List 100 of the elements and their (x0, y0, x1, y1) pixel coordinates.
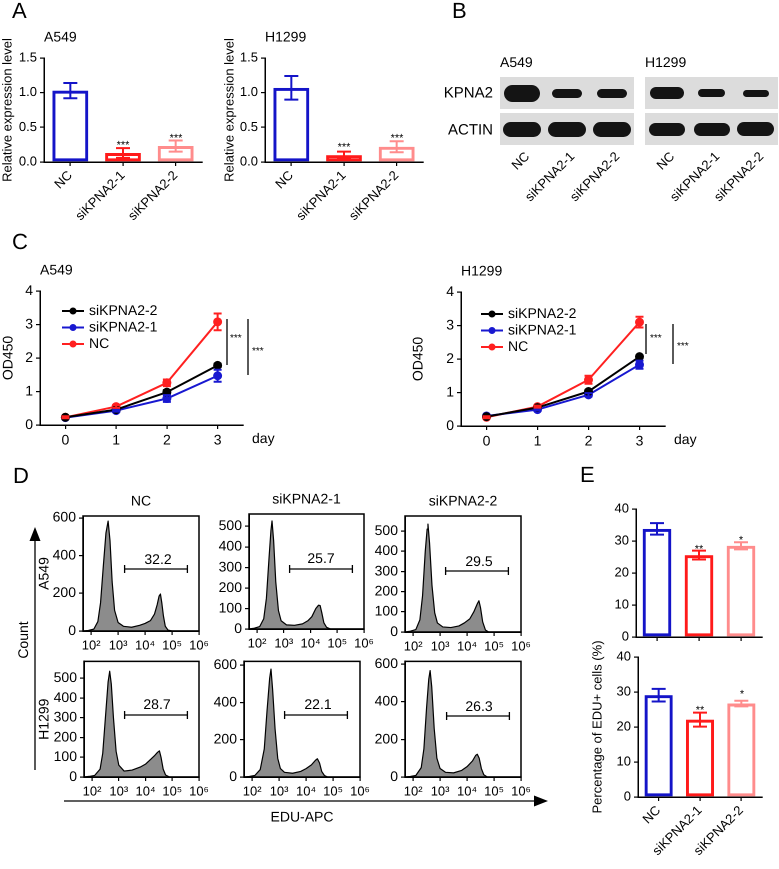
y-axis-title: H1299 (35, 698, 52, 740)
y-tick-label: 400 (374, 692, 398, 709)
y-tick-label: 3 (25, 315, 34, 332)
x-tick-label: 10³ (109, 783, 129, 798)
chart-title: siKPNA2-1 (272, 490, 341, 506)
annotation: *** (390, 132, 404, 144)
annotation: 22.1 (304, 696, 332, 712)
y-tick-label: 0.5 (240, 118, 258, 134)
legend-label: NC (89, 334, 110, 351)
y-tick-label: 100 (54, 748, 78, 764)
y-tick-label: 300 (54, 708, 78, 725)
chart-title: NC (130, 492, 152, 508)
text: Count (15, 621, 31, 659)
legend-label: siKPNA2-1 (508, 321, 577, 338)
text: E (580, 462, 595, 487)
x-tick-label: 2 (162, 431, 171, 448)
y-tick-label: 400 (52, 546, 76, 562)
y-tick-label: 40 (614, 500, 629, 516)
chart-title: A549 (44, 28, 77, 44)
y-tick-label: 200 (374, 582, 398, 599)
x-tick-label: 2 (584, 432, 593, 448)
text: A (12, 0, 27, 23)
y-tick-label: 1.0 (240, 84, 258, 100)
chart-title: H1299 (265, 28, 306, 44)
annotation: * (740, 688, 744, 700)
y-tick-label: 600 (374, 655, 398, 672)
x-tick-label: 10⁶ (511, 638, 531, 654)
y-tick-label: 1.5 (240, 50, 258, 65)
y-tick-label: 0 (68, 622, 76, 638)
y-tick-label: 100 (374, 602, 398, 619)
annotation: *** (338, 142, 350, 154)
x-tick-label: 10³ (430, 638, 450, 654)
y-tick-label: 1 (25, 382, 34, 398)
text: KPNA2 (444, 84, 493, 102)
x-axis-title: day (674, 430, 697, 447)
y-axis-title: OD450 (0, 336, 16, 380)
y-tick-label: 500 (374, 522, 398, 538)
annotation: 26.3 (465, 698, 493, 714)
x-tick-label: 0 (482, 432, 491, 448)
y-tick-label: 200 (218, 578, 242, 595)
y-tick-label: 0.5 (18, 118, 37, 134)
y-axis-title: A549 (35, 556, 52, 590)
y-tick-label: 200 (374, 730, 398, 746)
y-tick-label: 40 (616, 648, 631, 664)
y-axis-title: Percentage of EDU+ cells (%) (589, 640, 604, 814)
x-tick-label: 10⁴ (300, 635, 321, 650)
y-tick-label: 100 (218, 599, 242, 616)
x-tick-label: 10⁶ (350, 783, 370, 798)
y-tick-label: 200 (54, 728, 78, 744)
text: ACTIN (448, 122, 493, 138)
annotation: 28.7 (143, 696, 171, 712)
legend-label: siKPNA2-2 (89, 302, 158, 318)
x-tick-label: 10³ (108, 637, 128, 652)
legend-label: siKPNA2-2 (508, 304, 577, 321)
annotation: ** (694, 544, 704, 556)
x-tick-label: 10⁵ (162, 783, 182, 798)
y-tick-label: 500 (218, 517, 242, 534)
x-tick-label: 10⁵ (162, 637, 182, 652)
annotation: ** (696, 704, 704, 716)
y-tick-label: 4 (25, 282, 34, 298)
y-tick-label: 4 (446, 282, 454, 299)
category-label: NC (508, 148, 533, 173)
text: B (452, 0, 467, 23)
x-tick-label: 10⁴ (457, 783, 478, 798)
x-tick-label: 10⁴ (457, 638, 478, 654)
y-tick-label: 30 (616, 684, 631, 699)
y-tick-label: 0 (69, 768, 78, 784)
x-tick-label: 10⁵ (484, 783, 504, 798)
chart-title: H1299 (461, 262, 502, 278)
x-tick-label: 10⁴ (136, 783, 156, 798)
x-tick-label: 1 (112, 431, 120, 448)
y-axis-title: Relative expression level (221, 38, 236, 182)
x-tick-label: NC (272, 168, 296, 192)
x-tick-label: 10² (242, 783, 262, 798)
y-tick-label: 1.5 (18, 50, 37, 65)
y-tick-label: 2 (25, 348, 34, 365)
x-tick-label: 10² (248, 635, 268, 650)
annotation: 32.2 (144, 551, 172, 567)
annotation: *** (116, 140, 130, 152)
y-tick-label: 10 (616, 754, 631, 769)
category-label: NC (654, 148, 678, 173)
x-tick-label: 10⁵ (323, 783, 343, 798)
x-tick-label: 10⁴ (296, 783, 316, 798)
x-tick-label: 1 (534, 432, 542, 448)
chart-title: siKPNA2-2 (428, 492, 498, 508)
text: H1299 (645, 54, 686, 70)
y-tick-label: 1 (446, 383, 454, 400)
x-tick-label: 10⁵ (484, 638, 504, 654)
y-tick-label: 500 (54, 669, 78, 686)
x-tick-label: 10² (82, 783, 102, 798)
text: D (13, 463, 29, 488)
x-axis-title: EDU-APC (270, 808, 334, 824)
y-tick-label: 300 (218, 558, 242, 574)
y-tick-label: 200 (52, 584, 76, 600)
y-tick-label: 400 (54, 688, 78, 705)
x-tick-label: NC (51, 168, 75, 192)
y-tick-label: 3 (446, 316, 454, 332)
y-tick-label: 0 (446, 416, 454, 433)
x-tick-label: 3 (636, 432, 644, 448)
x-tick-label: 10⁶ (354, 635, 374, 650)
